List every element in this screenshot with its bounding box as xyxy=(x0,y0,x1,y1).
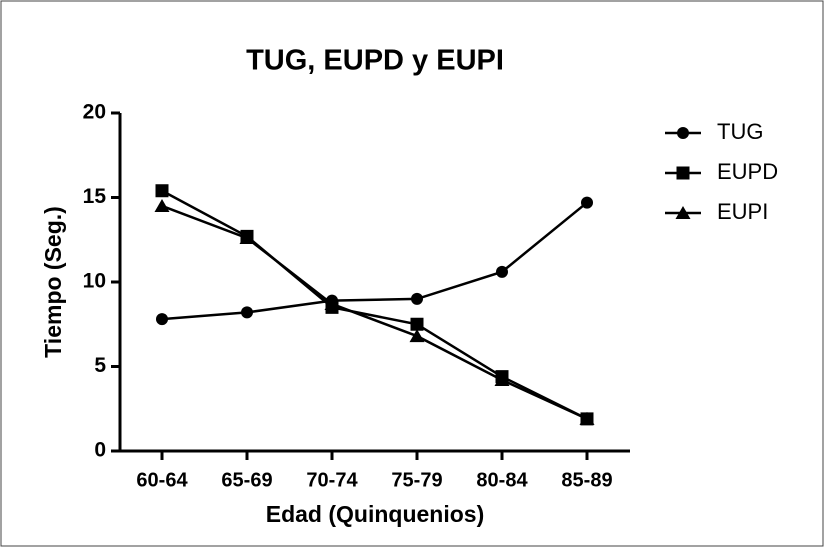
legend-label: EUPD xyxy=(717,159,778,184)
y-tick-label: 5 xyxy=(94,354,106,377)
series-line xyxy=(161,204,588,421)
x-tick-label: 70-74 xyxy=(306,469,358,491)
data-point xyxy=(324,296,340,310)
data-point xyxy=(496,265,508,278)
chart-title: TUG, EUPD y EUPI xyxy=(246,45,504,77)
legend-label: EUPI xyxy=(717,199,768,224)
x-tick-label: 75-79 xyxy=(391,469,442,491)
y-tick-label: 0 xyxy=(94,439,106,462)
data-point xyxy=(581,196,593,209)
y-tick-label: 20 xyxy=(83,101,106,124)
y-tick-label: 10 xyxy=(83,270,106,293)
y-axis-label: Tiempo (Seg.) xyxy=(40,206,66,358)
data-point xyxy=(410,317,424,331)
x-tick-label: 85-89 xyxy=(561,469,612,491)
data-point xyxy=(579,411,595,425)
x-tick-label: 60-64 xyxy=(136,469,188,491)
data-point xyxy=(409,329,425,343)
data-point xyxy=(411,292,423,305)
series-line xyxy=(161,201,588,321)
data-point xyxy=(239,231,255,245)
x-axis-label: Edad (Quinquenios) xyxy=(266,501,485,527)
data-point xyxy=(241,306,253,319)
series-line xyxy=(161,189,588,421)
data-point xyxy=(156,313,168,326)
legend-marker xyxy=(677,127,689,139)
data-point xyxy=(494,373,510,387)
x-tick-label: 65-69 xyxy=(221,469,272,491)
legend-marker xyxy=(675,206,691,219)
data-point xyxy=(154,198,170,212)
x-tick-label: 80-84 xyxy=(476,469,528,491)
data-point xyxy=(155,184,169,198)
legend-marker xyxy=(676,166,690,180)
y-tick-label: 15 xyxy=(83,185,107,208)
legend-label: TUG xyxy=(717,119,763,144)
